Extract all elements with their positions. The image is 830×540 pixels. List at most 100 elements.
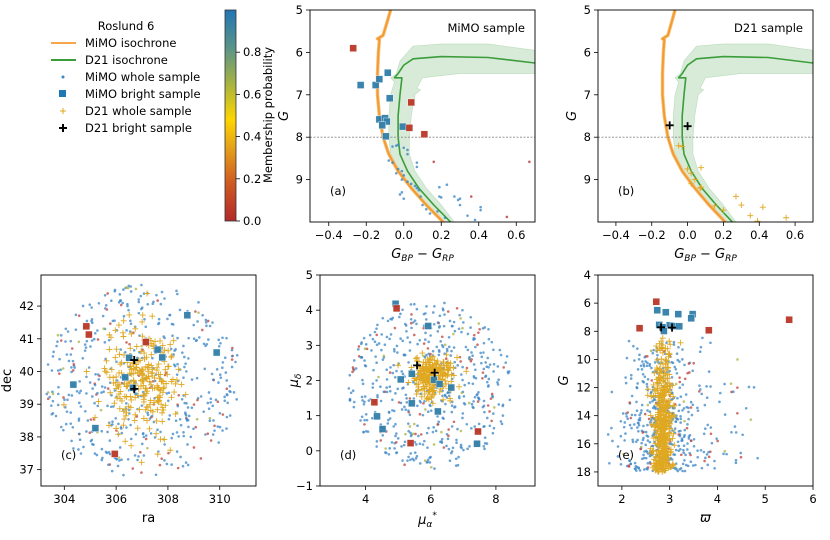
whole-dot — [146, 302, 150, 306]
whole-dot — [468, 355, 471, 359]
y-axis-label: dec — [0, 369, 15, 392]
whole-dot — [670, 360, 673, 364]
whole-dot — [137, 455, 140, 458]
whole-plus — [162, 402, 169, 409]
whole-dot — [422, 326, 425, 330]
whole-dot — [79, 405, 83, 408]
whole-plus — [165, 347, 172, 354]
whole-dot — [225, 415, 229, 419]
whole-dot — [676, 396, 679, 400]
whole-plus — [414, 354, 421, 361]
whole-dot — [385, 378, 389, 381]
whole-plus — [114, 382, 121, 389]
whole-plus — [670, 393, 677, 400]
whole-dot — [404, 324, 408, 327]
whole-dot — [409, 321, 413, 325]
whole-dot — [644, 456, 648, 460]
whole-dot — [56, 369, 60, 372]
whole-plus — [661, 404, 668, 411]
whole-dot — [51, 392, 55, 396]
whole-dot — [171, 323, 175, 326]
whole-dot — [208, 419, 212, 423]
bright-square — [674, 310, 682, 318]
whole-plus — [448, 378, 455, 385]
whole-plus — [421, 391, 428, 398]
whole-dot — [679, 395, 683, 398]
whole-dot — [182, 431, 185, 434]
whole-dot — [382, 390, 386, 394]
whole-dot — [470, 427, 473, 430]
y-tick-label: 42 — [19, 299, 34, 313]
whole-dot — [676, 358, 680, 362]
whole-dot — [65, 353, 69, 356]
whole-dot — [415, 161, 419, 164]
whole-dot — [385, 390, 389, 394]
whole-dot — [682, 435, 686, 439]
whole-dot — [351, 389, 355, 392]
whole-dot — [106, 292, 109, 295]
whole-dot — [700, 466, 704, 470]
whole-plus — [158, 401, 165, 408]
whole-plus — [443, 351, 450, 358]
whole-dot — [64, 422, 68, 426]
whole-dot — [692, 361, 696, 365]
whole-dot — [622, 425, 626, 429]
whole-dot — [163, 297, 166, 300]
whole-dot — [639, 364, 643, 368]
whole-plus — [140, 415, 147, 422]
whole-dot — [418, 412, 422, 416]
whole-dot — [160, 457, 163, 460]
whole-dot — [81, 356, 85, 360]
whole-dot — [648, 401, 652, 404]
whole-dot — [679, 421, 682, 424]
whole-dot — [144, 434, 148, 437]
whole-dot — [696, 455, 699, 459]
whole-dot — [390, 441, 394, 444]
whole-plus — [429, 400, 436, 407]
whole-dot — [682, 451, 686, 455]
whole-dot — [375, 333, 379, 337]
whole-dot — [425, 431, 429, 435]
whole-dot — [469, 326, 472, 329]
whole-dot — [681, 462, 685, 466]
whole-dot — [216, 400, 220, 403]
whole-plus — [136, 406, 143, 413]
whole-dot — [131, 467, 135, 470]
whole-dot — [163, 443, 166, 446]
whole-plus — [156, 394, 163, 401]
y-tick-label: 6 — [584, 296, 591, 310]
whole-dot — [388, 337, 391, 341]
whole-plus — [738, 202, 745, 209]
whole-plus — [147, 407, 154, 414]
whole-dot — [72, 447, 75, 450]
whole-plus — [154, 364, 161, 371]
whole-plus — [661, 434, 668, 441]
whole-dot — [169, 347, 173, 351]
whole-dot — [489, 397, 493, 400]
whole-dot — [616, 455, 620, 458]
whole-dot — [491, 431, 495, 435]
whole-dot — [400, 178, 404, 181]
whole-dot — [216, 425, 220, 428]
whole-dot — [380, 333, 383, 336]
whole-dot — [461, 378, 464, 382]
whole-dot — [408, 349, 412, 352]
whole-dot — [230, 365, 234, 369]
whole-dot — [65, 410, 69, 413]
whole-dot — [117, 422, 120, 426]
x-tick-label: 0.0 — [395, 228, 413, 242]
whole-dot — [445, 444, 448, 448]
whole-dot — [132, 349, 136, 352]
bright-square — [370, 398, 379, 407]
whole-plus — [132, 394, 139, 401]
whole-plus — [169, 376, 176, 383]
whole-dot — [689, 439, 693, 442]
whole-dot — [739, 455, 743, 459]
whole-dot — [194, 339, 198, 343]
whole-dot — [682, 400, 686, 403]
whole-dot — [442, 446, 446, 449]
whole-dot — [235, 398, 239, 401]
whole-dot — [381, 358, 385, 361]
whole-dot — [497, 403, 501, 406]
x-tick-label: 6 — [809, 492, 816, 506]
